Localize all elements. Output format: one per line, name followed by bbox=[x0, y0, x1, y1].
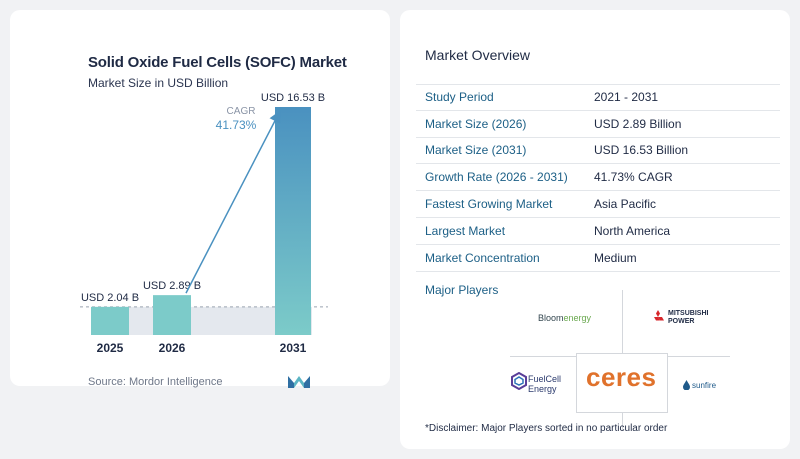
row-label: Market Size (2031) bbox=[425, 143, 527, 158]
row-label: Growth Rate (2026 - 2031) bbox=[425, 170, 568, 185]
x-tick-label: 2025 bbox=[97, 341, 124, 355]
mitsubishi-line1: MITSUBISHI bbox=[668, 310, 709, 317]
row-value: USD 16.53 Billion bbox=[594, 143, 689, 158]
cagr-arrow bbox=[185, 110, 281, 294]
overview-row: Largest Market North America bbox=[416, 218, 780, 245]
overview-row: Market Size (2031) USD 16.53 Billion bbox=[416, 138, 780, 165]
overview-row: Fastest Growing Market Asia Pacific bbox=[416, 191, 780, 218]
ceres-logo: ceres bbox=[586, 362, 657, 392]
chart-title: Solid Oxide Fuel Cells (SOFC) Market bbox=[88, 54, 347, 71]
row-label: Market Size (2026) bbox=[425, 116, 527, 131]
row-value: USD 2.89 Billion bbox=[594, 116, 682, 131]
fuelcell-line2: Energy bbox=[528, 384, 557, 394]
overview-row: Market Concentration Medium bbox=[416, 245, 780, 272]
mitsubishi-power-logo: MITSUBISHI POWER bbox=[668, 310, 708, 326]
fuelcell-energy-icon bbox=[511, 372, 527, 390]
major-players-title: Major Players bbox=[425, 283, 499, 297]
bloom-logo-accent: energy bbox=[563, 313, 592, 323]
chart-subtitle: Market Size in USD Billion bbox=[88, 76, 229, 90]
ceres-logo-box bbox=[576, 353, 668, 413]
sunfire-logo: sunfire bbox=[692, 381, 717, 390]
players-grid: Bloomenergy MITSUBISHI POWER ceres FuelCe… bbox=[400, 10, 790, 449]
x-tick-label: 2026 bbox=[159, 341, 186, 355]
x-tick-label: 2031 bbox=[280, 341, 307, 355]
bar-2031 bbox=[275, 107, 311, 335]
bloom-energy-logo: Bloomenergy bbox=[538, 313, 591, 323]
cagr-value: 41.73% bbox=[216, 118, 257, 132]
overview-table: Study Period 2021 - 2031 Market Size (202… bbox=[416, 84, 780, 272]
cagr-label: CAGR bbox=[227, 106, 256, 117]
data-label: USD 16.53 B bbox=[261, 92, 325, 104]
row-value: Medium bbox=[594, 250, 637, 265]
mordor-logo-icon bbox=[288, 376, 310, 388]
market-overview-card: Market Overview Study Period 2021 - 2031 … bbox=[400, 10, 790, 449]
bloom-logo-main: Bloom bbox=[538, 313, 564, 323]
data-label: USD 2.04 B bbox=[81, 292, 139, 304]
mitsubishi-diamond-icon bbox=[654, 310, 664, 321]
bar-2026 bbox=[153, 295, 191, 335]
overview-row: Study Period 2021 - 2031 bbox=[416, 84, 780, 111]
overview-row: Market Size (2026) USD 2.89 Billion bbox=[416, 111, 780, 138]
chart-card: USD 2.04 B 2025 USD 2.89 B 2026 USD 16.53 B 2… bbox=[10, 10, 390, 388]
fuelcell-energy-logo: FuelCell Energy bbox=[528, 374, 561, 394]
overview-title: Market Overview bbox=[425, 47, 531, 63]
fuelcell-line1: FuelCell bbox=[528, 374, 562, 384]
bar-2025 bbox=[91, 306, 129, 335]
bar-chart: USD 2.04 B 2025 USD 2.89 B 2026 USD 16.53 B 2… bbox=[80, 92, 328, 355]
row-value: 41.73% CAGR bbox=[594, 170, 673, 185]
row-value: 2021 - 2031 bbox=[594, 90, 659, 105]
row-label: Market Concentration bbox=[425, 250, 540, 265]
row-value: Asia Pacific bbox=[594, 197, 657, 212]
row-value: North America bbox=[594, 223, 671, 238]
row-label: Fastest Growing Market bbox=[425, 197, 553, 212]
sunfire-drop-icon bbox=[683, 380, 690, 390]
row-label: Largest Market bbox=[425, 223, 506, 238]
disclaimer-text: *Disclaimer: Major Players sorted in no … bbox=[425, 423, 668, 434]
data-label: USD 2.89 B bbox=[143, 280, 201, 292]
overview-row: Growth Rate (2026 - 2031) 41.73% CAGR bbox=[416, 164, 780, 192]
row-label: Study Period bbox=[425, 90, 494, 105]
source-text: Source: Mordor Intelligence bbox=[88, 376, 223, 388]
mitsubishi-line2: POWER bbox=[668, 318, 695, 325]
